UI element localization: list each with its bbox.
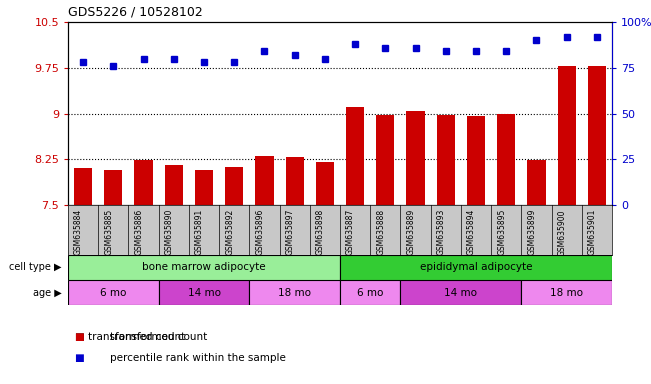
- Text: 18 mo: 18 mo: [278, 288, 311, 298]
- Bar: [340, 255, 612, 280]
- Bar: [521, 280, 612, 305]
- Text: GSM635891: GSM635891: [195, 209, 204, 255]
- Bar: [135, 160, 152, 205]
- Text: transformed count: transformed count: [110, 332, 208, 342]
- Text: ■: ■: [74, 332, 84, 342]
- Bar: [159, 280, 249, 305]
- Bar: [527, 160, 546, 205]
- Text: GSM635898: GSM635898: [316, 209, 325, 255]
- Text: percentile rank within the sample: percentile rank within the sample: [110, 353, 286, 363]
- Bar: [346, 108, 364, 205]
- Bar: [406, 111, 424, 205]
- Bar: [558, 66, 575, 205]
- Text: GSM635890: GSM635890: [165, 209, 174, 255]
- Text: GSM635889: GSM635889: [407, 209, 415, 255]
- Text: GSM635901: GSM635901: [588, 209, 597, 255]
- Text: 14 mo: 14 mo: [187, 288, 221, 298]
- Text: 14 mo: 14 mo: [445, 288, 477, 298]
- Bar: [437, 115, 455, 205]
- Bar: [68, 255, 340, 280]
- Bar: [68, 280, 159, 305]
- Bar: [316, 162, 334, 205]
- Bar: [104, 170, 122, 205]
- Text: bone marrow adipocyte: bone marrow adipocyte: [142, 263, 266, 273]
- Text: GSM635897: GSM635897: [286, 209, 295, 255]
- Text: GSM635900: GSM635900: [558, 209, 566, 255]
- Bar: [400, 280, 521, 305]
- Text: GSM635887: GSM635887: [346, 209, 355, 255]
- Bar: [195, 170, 213, 205]
- Bar: [588, 66, 606, 205]
- Bar: [74, 169, 92, 205]
- Text: GSM635895: GSM635895: [497, 209, 506, 255]
- Text: ■ transformed count: ■ transformed count: [74, 332, 185, 342]
- Text: 6 mo: 6 mo: [357, 288, 383, 298]
- Text: GSM635892: GSM635892: [225, 209, 234, 255]
- Bar: [286, 157, 304, 205]
- Bar: [249, 280, 340, 305]
- Text: GSM635886: GSM635886: [135, 209, 144, 255]
- Bar: [255, 156, 273, 205]
- Bar: [340, 280, 400, 305]
- Bar: [467, 116, 485, 205]
- Text: 6 mo: 6 mo: [100, 288, 126, 298]
- Text: age ▶: age ▶: [33, 288, 61, 298]
- Text: 18 mo: 18 mo: [550, 288, 583, 298]
- Bar: [497, 114, 516, 205]
- Text: GSM635888: GSM635888: [376, 209, 385, 255]
- Text: GSM635884: GSM635884: [74, 209, 83, 255]
- Bar: [225, 167, 243, 205]
- Text: GSM635894: GSM635894: [467, 209, 476, 255]
- Bar: [165, 166, 183, 205]
- Text: ■: ■: [74, 353, 84, 363]
- Text: GSM635896: GSM635896: [255, 209, 264, 255]
- Text: GDS5226 / 10528102: GDS5226 / 10528102: [68, 5, 202, 18]
- Bar: [376, 115, 395, 205]
- Text: GSM635899: GSM635899: [527, 209, 536, 255]
- Text: GSM635885: GSM635885: [104, 209, 113, 255]
- Text: cell type ▶: cell type ▶: [9, 263, 61, 273]
- Text: GSM635893: GSM635893: [437, 209, 446, 255]
- Text: epididymal adipocyte: epididymal adipocyte: [420, 263, 533, 273]
